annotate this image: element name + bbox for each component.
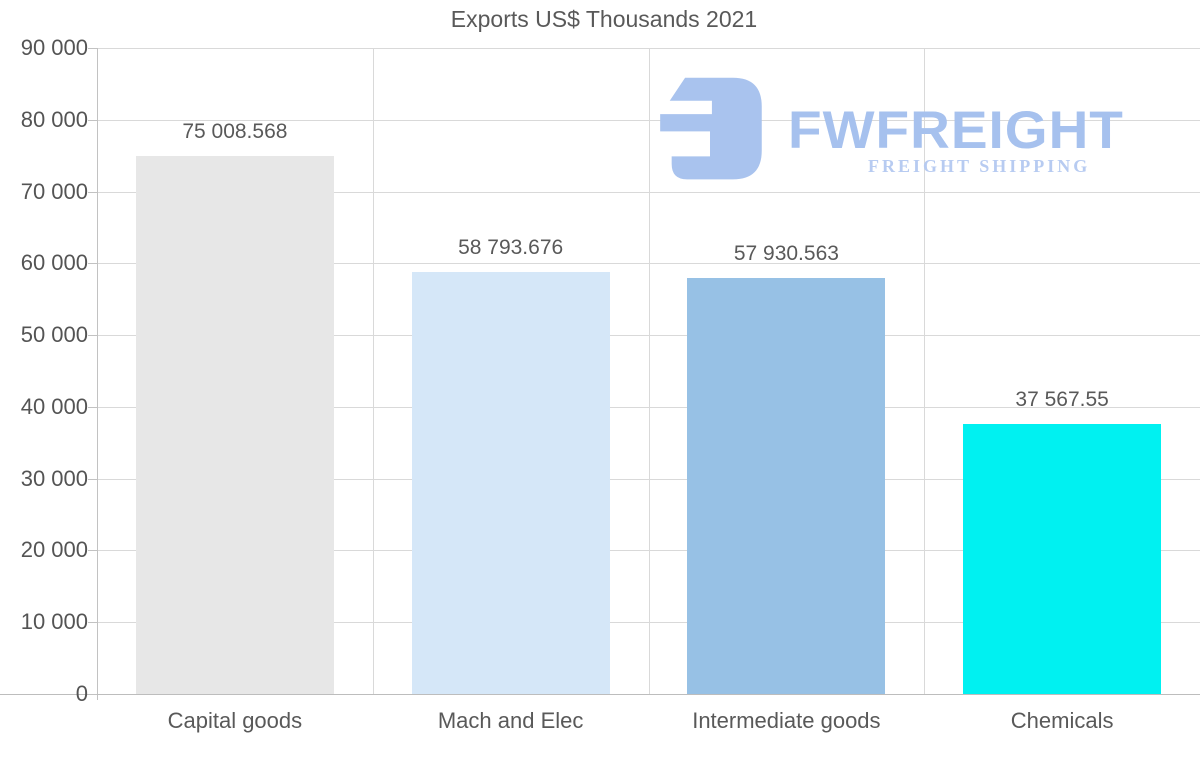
y-tick-label: 80 000 <box>20 106 88 132</box>
y-tick-mark <box>88 335 97 337</box>
bar-mach-and-elec <box>411 272 610 694</box>
bar-value-label-mach-and-elec: 58 793.676 <box>458 235 564 259</box>
y-tick-mark <box>88 263 97 265</box>
bar-value-label-capital-goods: 75 008.568 <box>182 119 288 143</box>
brand-watermark: FWFREIGHT FREIGHT SHIPPING <box>650 72 1150 187</box>
y-tick-mark <box>88 406 97 408</box>
y-tick-label: 0 <box>75 681 88 706</box>
chart-title: Exports US$ Thousands 2021 <box>450 6 758 32</box>
fwfreight-logo-icon <box>660 77 762 180</box>
x-category-label-intermediate-goods: Intermediate goods <box>692 708 881 733</box>
y-tick-label: 20 000 <box>20 537 88 563</box>
x-category-label-chemicals: Chemicals <box>1010 708 1114 733</box>
y-tick-mark <box>88 478 97 480</box>
bar-intermediate-goods <box>687 278 886 694</box>
y-tick-label: 60 000 <box>20 250 88 276</box>
y-tick-mark <box>88 48 97 49</box>
v-gridline <box>648 48 650 694</box>
bar-capital-goods <box>135 155 334 694</box>
y-tick-label: 90 000 <box>20 35 88 60</box>
x-category-label-capital-goods: Capital goods <box>167 708 303 733</box>
plot-area <box>97 48 1200 694</box>
y-tick-label: 70 000 <box>20 178 88 204</box>
y-tick-mark <box>88 694 97 695</box>
brand-name: FWFREIGHT <box>788 100 1124 160</box>
y-tick-label: 40 000 <box>20 393 88 419</box>
y-tick-mark <box>88 622 97 624</box>
bar-value-label-intermediate-goods: 57 930.563 <box>733 242 839 266</box>
x-category-label-mach-and-elec: Mach and Elec <box>437 708 584 733</box>
v-gridline <box>372 48 374 694</box>
y-tick-mark <box>88 191 97 193</box>
v-gridline <box>924 48 926 694</box>
y-axis-line <box>97 48 98 700</box>
x-axis-line <box>0 694 1200 695</box>
brand-tagline: FREIGHT SHIPPING <box>868 156 1091 176</box>
y-tick-mark <box>88 119 97 121</box>
y-tick-mark <box>88 550 97 552</box>
y-tick-label: 30 000 <box>20 465 88 491</box>
bar-chemicals <box>963 424 1162 694</box>
bar-value-label-chemicals: 37 567.55 <box>1015 388 1109 412</box>
y-tick-label: 50 000 <box>20 322 88 348</box>
y-tick-label: 10 000 <box>20 609 88 635</box>
